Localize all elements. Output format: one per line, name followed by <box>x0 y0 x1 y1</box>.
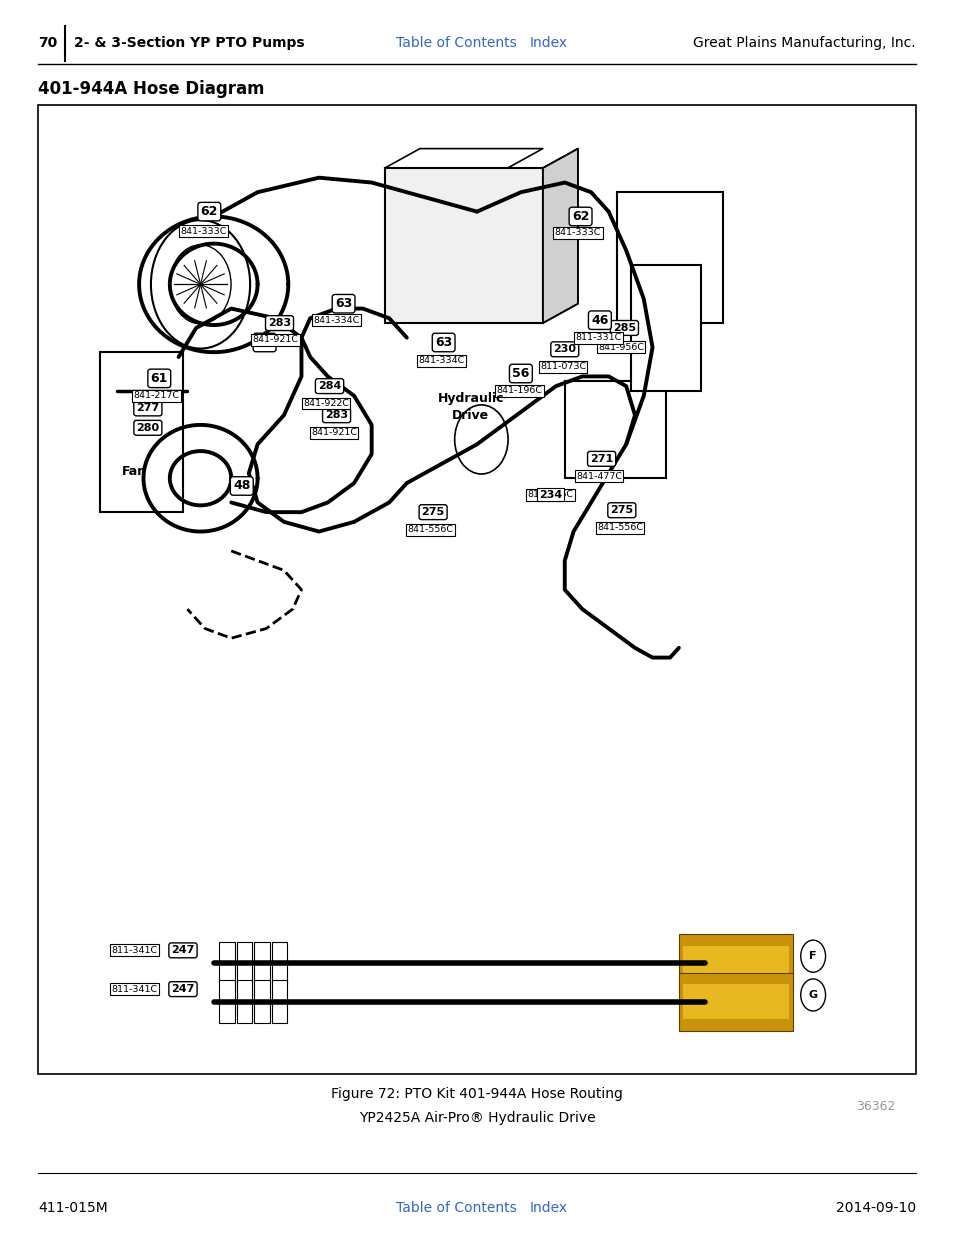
Text: 2- & 3-Section YP PTO Pumps: 2- & 3-Section YP PTO Pumps <box>74 36 305 51</box>
FancyBboxPatch shape <box>272 981 287 1023</box>
Text: 841-334C: 841-334C <box>418 357 464 366</box>
Text: 62: 62 <box>571 210 589 224</box>
Circle shape <box>151 220 250 348</box>
Text: 63: 63 <box>435 336 452 350</box>
FancyBboxPatch shape <box>38 105 915 1074</box>
Text: 36362: 36362 <box>855 1100 895 1113</box>
Text: 61: 61 <box>151 372 168 385</box>
Text: 841-477C: 841-477C <box>576 472 621 480</box>
Text: 48: 48 <box>233 479 251 493</box>
Text: 811-073C: 811-073C <box>539 362 585 372</box>
Text: 841-334C: 841-334C <box>314 316 359 325</box>
FancyBboxPatch shape <box>253 941 270 984</box>
FancyBboxPatch shape <box>219 941 234 984</box>
Text: 811-341C: 811-341C <box>112 984 157 994</box>
Text: 841-921C: 841-921C <box>311 429 356 437</box>
Polygon shape <box>542 148 578 324</box>
Text: 285: 285 <box>612 324 636 333</box>
Text: Hydraulic
Drive: Hydraulic Drive <box>437 393 503 422</box>
FancyBboxPatch shape <box>272 941 287 984</box>
Text: 280: 280 <box>136 422 159 432</box>
Text: 841-556C: 841-556C <box>407 525 453 534</box>
Circle shape <box>170 245 231 324</box>
Text: 841-921C: 841-921C <box>252 335 298 345</box>
FancyBboxPatch shape <box>617 193 722 324</box>
Text: 62: 62 <box>200 205 218 219</box>
Text: 247: 247 <box>172 984 194 994</box>
Text: 63: 63 <box>335 298 352 310</box>
Text: 2014-09-10: 2014-09-10 <box>835 1200 915 1215</box>
FancyBboxPatch shape <box>682 946 788 981</box>
Circle shape <box>800 940 824 972</box>
FancyBboxPatch shape <box>564 382 665 478</box>
Text: 247: 247 <box>172 945 194 956</box>
Text: Table of Contents: Table of Contents <box>395 1200 517 1215</box>
Text: 230: 230 <box>553 345 576 354</box>
Circle shape <box>455 405 508 474</box>
Text: 234: 234 <box>538 490 561 500</box>
Text: 811-331C: 811-331C <box>575 333 620 342</box>
FancyBboxPatch shape <box>679 934 792 992</box>
Text: Great Plains Manufacturing, Inc.: Great Plains Manufacturing, Inc. <box>693 36 915 51</box>
Text: 811-341C: 811-341C <box>112 946 157 955</box>
Text: 411-015M: 411-015M <box>38 1200 108 1215</box>
FancyBboxPatch shape <box>682 984 788 1019</box>
FancyBboxPatch shape <box>253 981 270 1023</box>
Text: 271: 271 <box>589 453 613 464</box>
FancyBboxPatch shape <box>236 941 252 984</box>
Text: 275: 275 <box>421 508 444 517</box>
Text: 46: 46 <box>591 314 608 327</box>
FancyBboxPatch shape <box>630 266 700 391</box>
Text: 283: 283 <box>325 410 348 420</box>
Text: 70: 70 <box>38 36 57 51</box>
Text: G: G <box>808 990 817 1000</box>
Text: 56: 56 <box>512 367 529 380</box>
Text: 841-956C: 841-956C <box>598 343 643 352</box>
FancyBboxPatch shape <box>236 981 252 1023</box>
Text: 841-196C: 841-196C <box>496 387 541 395</box>
Text: Figure 72: PTO Kit 401-944A Hose Routing: Figure 72: PTO Kit 401-944A Hose Routing <box>331 1087 622 1102</box>
Text: 841-556C: 841-556C <box>597 524 642 532</box>
Text: 841-333C: 841-333C <box>180 226 226 236</box>
Text: 841-217C: 841-217C <box>133 391 179 400</box>
FancyBboxPatch shape <box>384 168 542 324</box>
Text: F: F <box>808 951 816 961</box>
Text: YP2425A Air-Pro® Hydraulic Drive: YP2425A Air-Pro® Hydraulic Drive <box>358 1110 595 1125</box>
FancyBboxPatch shape <box>99 352 183 513</box>
Text: 275: 275 <box>610 505 633 515</box>
Text: 401-944A Hose Diagram: 401-944A Hose Diagram <box>38 80 264 98</box>
Text: 811-146C: 811-146C <box>527 490 573 499</box>
Text: Fan: Fan <box>121 464 147 478</box>
FancyBboxPatch shape <box>679 973 792 1031</box>
Text: 283: 283 <box>268 319 291 329</box>
Text: 277: 277 <box>136 404 159 414</box>
Text: Table of Contents: Table of Contents <box>395 36 517 51</box>
FancyBboxPatch shape <box>219 981 234 1023</box>
Text: Index: Index <box>529 1200 567 1215</box>
Text: 64: 64 <box>255 336 273 350</box>
Circle shape <box>800 979 824 1011</box>
Text: Index: Index <box>529 36 567 51</box>
Text: 841-922C: 841-922C <box>303 399 349 408</box>
Text: 841-333C: 841-333C <box>554 228 600 237</box>
Text: 284: 284 <box>317 382 341 391</box>
